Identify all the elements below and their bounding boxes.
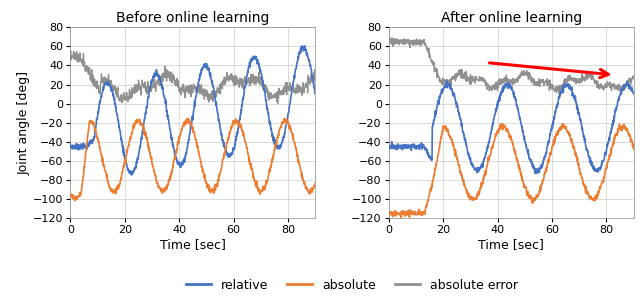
- Title: After online learning: After online learning: [440, 11, 582, 25]
- X-axis label: Time [sec]: Time [sec]: [160, 238, 226, 251]
- Y-axis label: Joint angle [deg]: Joint angle [deg]: [17, 71, 30, 175]
- Legend: relative, absolute, absolute error: relative, absolute, absolute error: [181, 274, 523, 297]
- Title: Before online learning: Before online learning: [116, 11, 269, 25]
- X-axis label: Time [sec]: Time [sec]: [478, 238, 544, 251]
